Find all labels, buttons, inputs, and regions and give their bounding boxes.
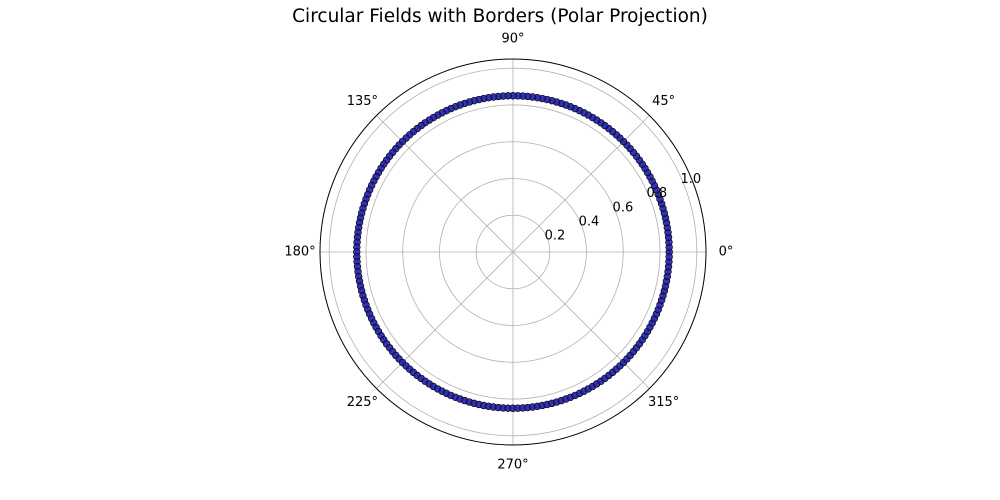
r-tick-label: 0.4 — [579, 214, 600, 229]
r-tick-label: 1.0 — [680, 172, 701, 187]
theta-gridline-1 — [512, 115, 650, 253]
r-tick-label: 0.8 — [647, 186, 668, 201]
theta-tick-label: 0° — [719, 245, 734, 260]
r-tick-label: 0.6 — [613, 200, 634, 215]
theta-tick-label: 270° — [497, 458, 528, 473]
theta-tick-label: 90° — [501, 32, 524, 47]
points-layer — [353, 92, 673, 412]
theta-gridline-3 — [376, 115, 514, 253]
polar-frame — [319, 58, 707, 446]
theta-tick-label: 180° — [284, 245, 315, 260]
theta-tick-label: 225° — [347, 395, 378, 410]
theta-tick-label: 135° — [347, 94, 378, 109]
frame-layer — [319, 58, 707, 446]
data-point — [665, 253, 673, 261]
theta-gridline-5 — [376, 251, 514, 389]
r-tick-label: 0.2 — [545, 228, 566, 243]
chart-title: Circular Fields with Borders (Polar Proj… — [292, 6, 708, 27]
theta-gridline-7 — [512, 251, 650, 389]
theta-tick-label: 315° — [648, 395, 679, 410]
theta-tick-label: 45° — [652, 94, 675, 109]
label-layer: 0° 45° 90° 135° 180° 225° 270° 315° 0.2 0.4 0.6 0.8… — [284, 32, 733, 473]
grid-layer — [320, 59, 706, 445]
